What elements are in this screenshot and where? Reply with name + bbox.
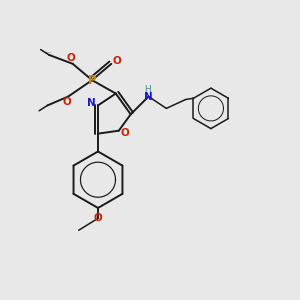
Text: P: P xyxy=(88,74,96,87)
Text: N: N xyxy=(144,92,153,101)
Text: O: O xyxy=(112,56,121,66)
Text: methoxy: methoxy xyxy=(45,52,52,53)
Text: N: N xyxy=(87,98,96,108)
Text: O: O xyxy=(121,128,130,138)
Text: O: O xyxy=(94,213,102,224)
Text: H: H xyxy=(144,85,150,94)
Text: O: O xyxy=(67,53,76,64)
Text: O: O xyxy=(62,97,71,107)
